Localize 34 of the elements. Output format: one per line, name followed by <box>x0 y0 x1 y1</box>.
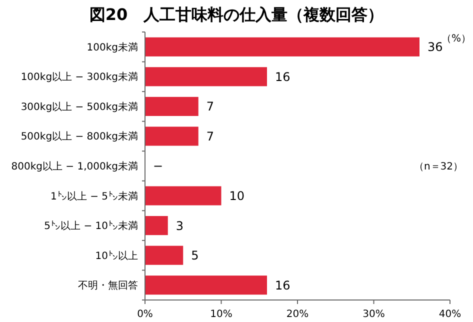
bar <box>145 246 184 265</box>
x-tick-label: 0% <box>137 309 153 320</box>
data-label: 36 <box>428 40 443 54</box>
x-tick-label: 40% <box>438 309 462 320</box>
bar <box>145 67 267 86</box>
bar <box>145 186 222 206</box>
data-label: 10 <box>229 188 245 203</box>
annotation: （%） <box>441 33 471 44</box>
bar <box>145 126 198 146</box>
x-tick-label: 30% <box>362 309 385 320</box>
data-label: 16 <box>275 70 290 84</box>
x-tick-label: 10% <box>210 309 232 320</box>
y-tick-label: 100kg未満 <box>86 41 138 54</box>
y-tick-label: 不明・無回答 <box>78 280 138 292</box>
data-label: 7 <box>206 100 214 114</box>
chart-title: 図20 人工甘味料の仕入量（複数回答） <box>89 5 384 24</box>
y-tick-label: 10㌧以上 <box>95 250 138 262</box>
y-tick-label: 300kg以上 − 500kg未満 <box>20 100 138 113</box>
annotation: （n＝32） <box>414 162 463 172</box>
bar <box>145 276 267 295</box>
data-label: 16 <box>275 278 290 292</box>
data-label: 3 <box>176 218 184 233</box>
y-tick-label: 1㌧以上 − 5㌧未満 <box>50 190 138 202</box>
y-tick-label: 500kg以上 − 800kg未満 <box>20 130 138 143</box>
data-label: 5 <box>191 248 199 263</box>
bar <box>145 96 198 116</box>
y-tick-label: 100kg以上 − 300kg未満 <box>20 71 138 84</box>
data-label: − <box>153 159 164 174</box>
x-tick-label: 20% <box>286 309 309 320</box>
bar <box>145 37 420 56</box>
y-tick-label: 5㌧以上 − 10㌧未満 <box>44 220 138 232</box>
bar <box>145 216 168 236</box>
y-tick-label: 800kg以上 − 1,000kg未満 <box>11 160 138 172</box>
data-label: 7 <box>206 129 214 144</box>
